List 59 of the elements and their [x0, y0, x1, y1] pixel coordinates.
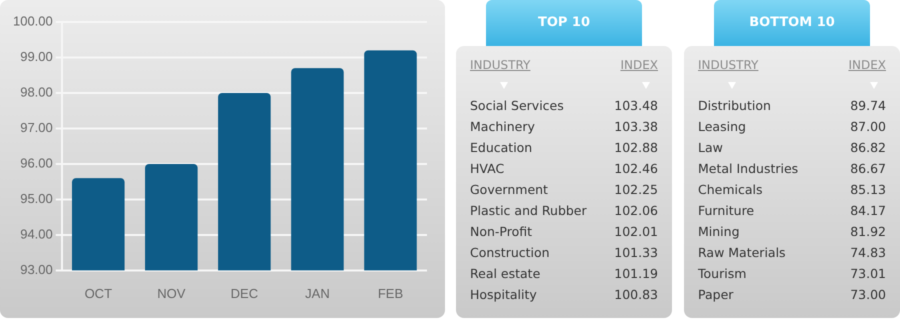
y-tick-label: 97.00 — [20, 120, 53, 136]
category-label: Plastic and Rubber — [470, 203, 587, 218]
category-label: Social Services — [470, 98, 564, 113]
category-label: Real estate — [470, 266, 540, 281]
data-label: 100.83 — [614, 287, 658, 302]
category-label: Furniture — [698, 203, 754, 218]
category-label: Machinery — [470, 119, 535, 134]
y-tick-label: 100.00 — [12, 14, 53, 29]
category-label: Raw Materials — [698, 245, 786, 260]
x-tick-label: OCT — [84, 286, 112, 301]
data-label: 103.38 — [614, 119, 658, 134]
data-label: 87.00 — [850, 119, 886, 134]
category-label: Hospitality — [470, 287, 537, 302]
data-label: 86.67 — [850, 161, 886, 176]
category-label: HVAC — [470, 161, 504, 176]
data-label: 102.88 — [614, 140, 658, 155]
x-tick-label: JAN — [305, 286, 330, 301]
text: INDEX — [620, 58, 658, 72]
y-tick-label: 94.00 — [20, 226, 53, 242]
data-label: 102.01 — [614, 224, 658, 239]
data-label: 102.06 — [614, 203, 658, 218]
category-label: Government — [470, 182, 548, 197]
y-tick-label: 99.00 — [20, 49, 53, 64]
category-label: Tourism — [698, 266, 746, 281]
text: INDEX — [848, 58, 886, 72]
category-label: Metal Industries — [698, 161, 798, 176]
data-label: 73.00 — [850, 287, 886, 302]
data-label: 73.01 — [850, 266, 886, 281]
category-label: Law — [698, 140, 723, 155]
category-label: Mining — [698, 224, 740, 239]
x-tick-label: FEB — [378, 286, 404, 301]
category-label: Education — [470, 140, 532, 155]
x-tick-label: NOV — [157, 286, 186, 301]
category-label: Leasing — [698, 119, 746, 134]
data-label: 84.17 — [850, 203, 886, 218]
data-label: 102.25 — [614, 182, 658, 197]
text: INDUSTRY — [698, 58, 758, 72]
data-label: 86.82 — [850, 140, 886, 155]
category-label: Paper — [698, 287, 734, 302]
data-label: 101.19 — [614, 266, 658, 281]
category-label: Construction — [470, 245, 550, 260]
y-tick-label: 98.00 — [20, 84, 53, 100]
text: INDUSTRY — [470, 58, 530, 72]
data-label: 85.13 — [850, 182, 886, 197]
y-tick-label: 96.00 — [20, 156, 53, 171]
y-tick-label: 93.00 — [20, 262, 53, 277]
data-label: 103.48 — [614, 98, 658, 113]
data-label: 74.83 — [850, 245, 886, 260]
x-tick-label: DEC — [230, 286, 258, 301]
category-label: Distribution — [698, 98, 771, 113]
category-label: Non-Profit — [470, 224, 532, 239]
data-label: 81.92 — [850, 224, 886, 239]
text: BOTTOM 10 — [714, 0, 870, 46]
y-tick-label: 95.00 — [20, 191, 53, 206]
text: TOP 10 — [486, 0, 642, 46]
category-label: Chemicals — [698, 182, 763, 197]
data-label: 101.33 — [614, 245, 658, 260]
data-label: 102.46 — [614, 161, 658, 176]
data-label: 89.74 — [850, 98, 886, 113]
